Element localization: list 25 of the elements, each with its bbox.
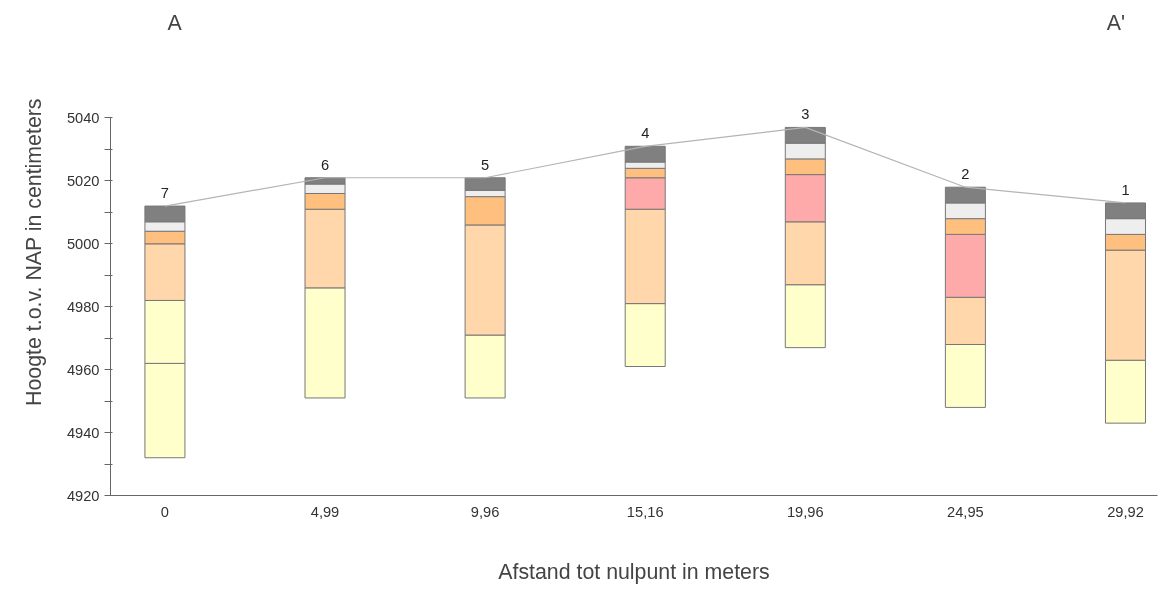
y-axis-title: Hoogte t.o.v. NAP in centimeters	[21, 98, 46, 406]
y-tick-label: 4940	[66, 424, 100, 441]
annotation: 1	[1121, 181, 1130, 198]
annotation: 7	[160, 185, 170, 202]
x-tick-label: 0	[160, 503, 170, 520]
text: A'	[1106, 10, 1126, 35]
x-tick-label: 4,99	[310, 503, 340, 520]
annotation: 2	[961, 166, 970, 183]
annotation: 3	[801, 106, 810, 123]
y-tick-label: 5040	[66, 109, 100, 126]
x-axis-title: Afstand tot nulpunt in meters	[498, 559, 770, 584]
y-tick-label: 4920	[66, 487, 100, 504]
x-tick-label: 24,95	[947, 503, 984, 520]
x-tick-label: 29,92	[1107, 503, 1144, 520]
y-tick-label: 4980	[66, 298, 100, 315]
y-tick-label: 4960	[66, 361, 100, 378]
x-tick-label: 9,96	[470, 503, 500, 520]
y-tick-label: 5020	[66, 172, 100, 189]
x-tick-label: 19,96	[786, 503, 824, 520]
y-tick-label: 5000	[66, 235, 100, 252]
x-tick-label: 15,16	[626, 503, 664, 520]
annotation: 6	[320, 156, 330, 173]
text: A	[167, 10, 183, 35]
annotation: 4	[641, 125, 650, 142]
annotation: 5	[481, 156, 490, 173]
